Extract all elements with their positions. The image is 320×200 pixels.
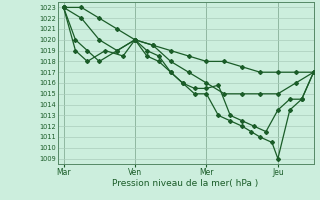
X-axis label: Pression niveau de la mer( hPa ): Pression niveau de la mer( hPa ) (112, 179, 259, 188)
